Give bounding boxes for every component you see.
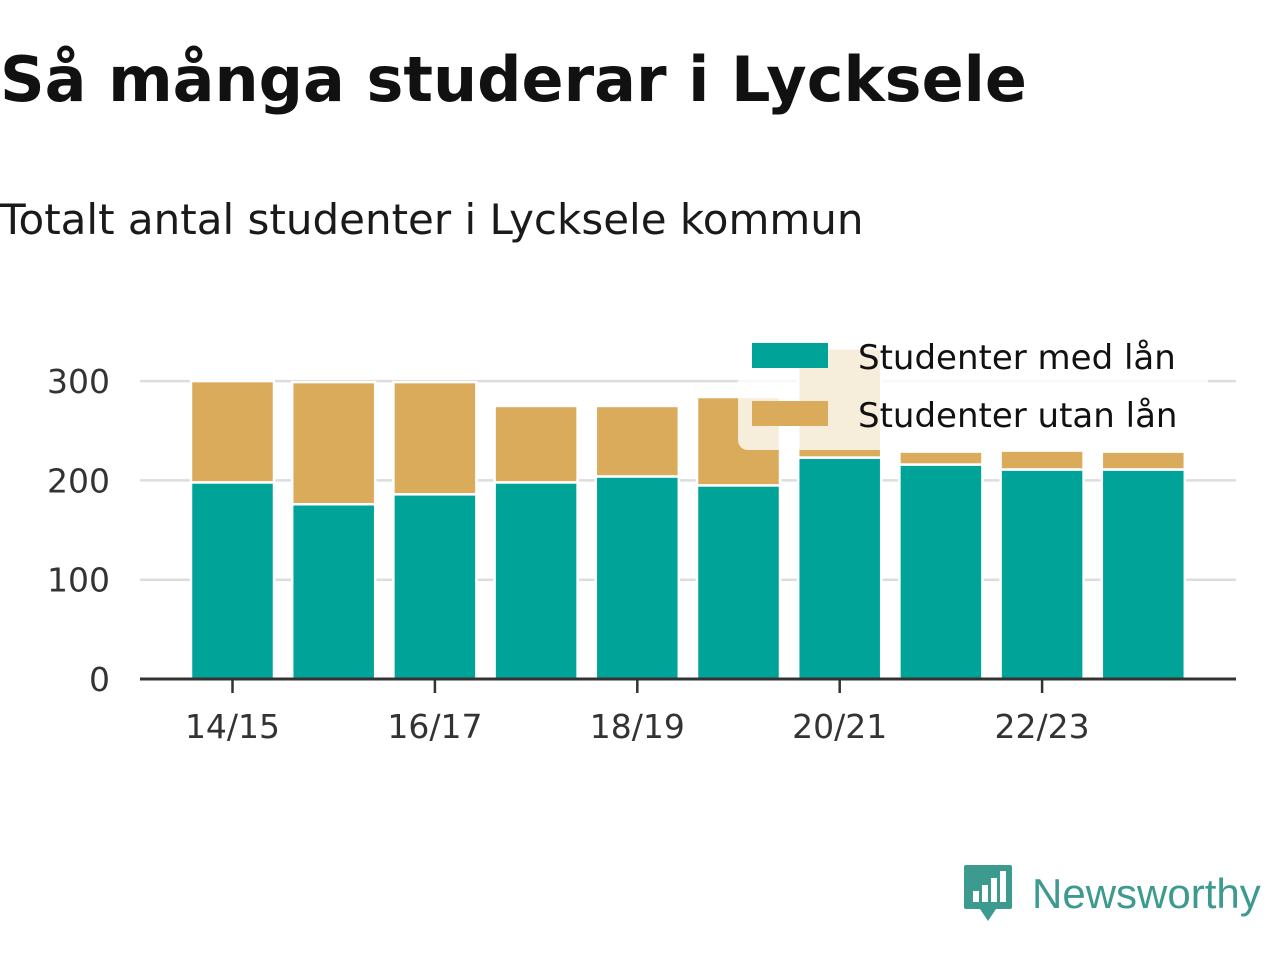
y-tick-label: 200 (47, 461, 110, 500)
bar-segment-utan-lan (999, 449, 1085, 471)
x-tick-label: 16/17 (387, 707, 482, 746)
x-tick-label: 18/19 (590, 707, 685, 746)
chart-subtitle: Totalt antal studenter i Lycksele kommun (0, 195, 864, 244)
x-tick-label: 14/15 (185, 707, 280, 746)
bar-segment-med-lan (695, 484, 782, 681)
legend-label-med-lan: Studenter med lån (858, 338, 1176, 378)
legend-swatch-utan-lan (752, 401, 828, 426)
x-tick-label: 20/21 (792, 707, 887, 746)
bar-segment-med-lan (290, 502, 377, 681)
bar-segment-med-lan (999, 468, 1085, 681)
bar-segment-med-lan (1100, 468, 1187, 681)
y-tick-label: 100 (47, 561, 110, 600)
bar-segment-utan-lan (594, 404, 681, 478)
brand-logo: Newsworthy (962, 862, 1261, 926)
bar-segment-utan-lan (1100, 450, 1187, 471)
bar-segment-utan-lan (290, 380, 377, 506)
y-tick-label: 0 (89, 660, 110, 699)
bar-segment-med-lan (392, 493, 478, 681)
legend-background (738, 332, 1208, 450)
chart-title: Så många studerar i Lycksele (0, 43, 1027, 116)
y-tick-label: 300 (47, 362, 110, 401)
legend: Studenter med lån Studenter utan lån (738, 332, 1208, 450)
bar-segment-med-lan (796, 456, 883, 681)
axes: 0 100 200 300 14/15 16/17 18/19 20/21 22/23 (47, 362, 1236, 746)
bar-segment-med-lan (898, 463, 984, 681)
bar-segment-med-lan (189, 481, 276, 681)
bar-segment-med-lan (594, 475, 681, 681)
brand-name: Newsworthy (1032, 870, 1261, 917)
stacked-bar-chart: Studenter med lån Studenter utan lån 0 10… (47, 332, 1236, 746)
newsworthy-logo-icon (964, 865, 1012, 921)
bars (189, 347, 1187, 681)
bar-segment-utan-lan (898, 450, 984, 466)
bar-segment-utan-lan (189, 379, 276, 484)
legend-swatch-med-lan (752, 343, 828, 368)
bar-segment-utan-lan (493, 404, 579, 484)
bar-segment-med-lan (493, 481, 579, 681)
bar-segment-utan-lan (392, 380, 478, 496)
legend-label-utan-lan: Studenter utan lån (858, 396, 1177, 436)
x-tick-label: 22/23 (995, 707, 1090, 746)
